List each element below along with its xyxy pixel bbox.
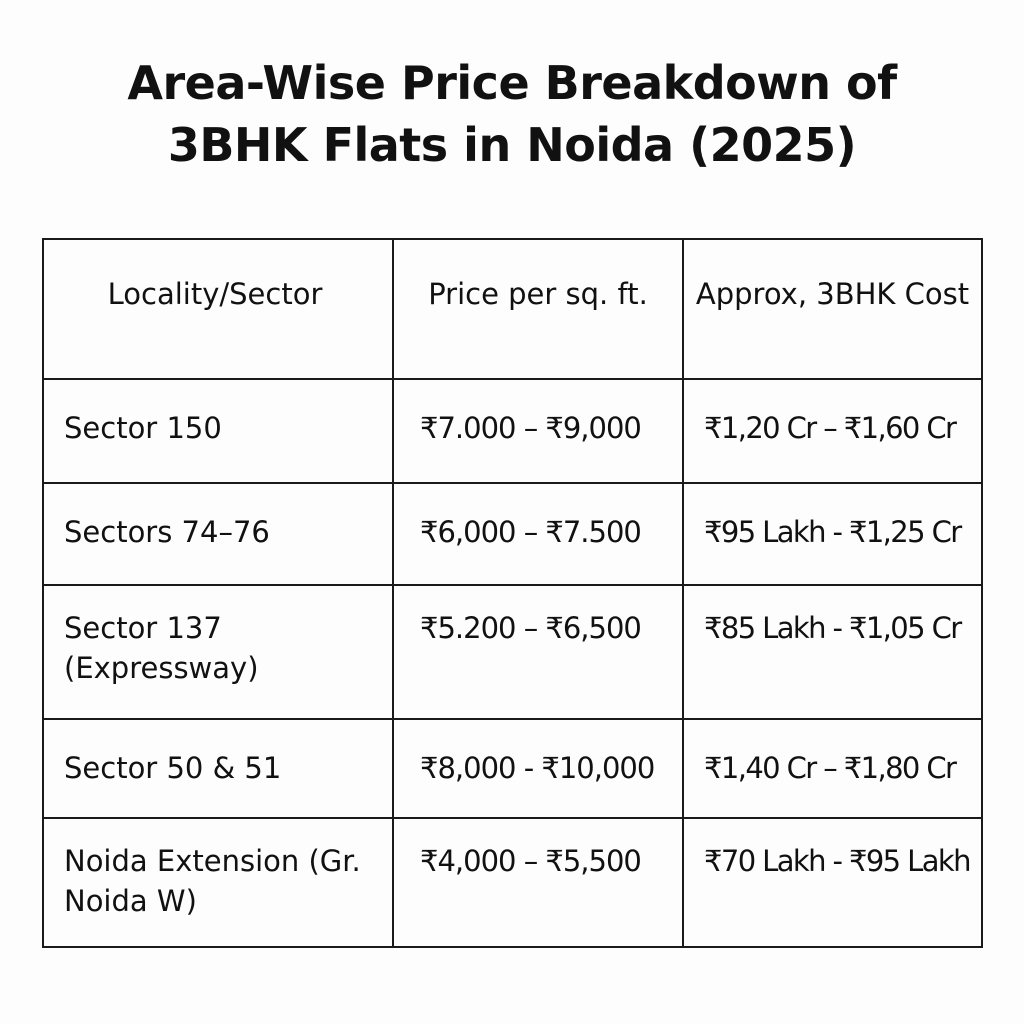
column-header-approx-cost: Approx, 3BHK Cost [682, 238, 983, 380]
table-row: Sector 50 & 51 ₹8,000 - ₹10,000 ₹1,40 Cr… [42, 718, 983, 819]
cell-price-per-sqft: ₹5.200 – ₹6,500 [392, 584, 684, 720]
price-table: Locality/Sector Price per sq. ft. Approx… [42, 238, 983, 948]
table-row: Sectors 74–76 ₹6,000 – ₹7.500 ₹95 Lakh -… [42, 482, 983, 586]
cell-approx-cost: ₹70 Lakh - ₹95 Lakh [682, 817, 983, 948]
cell-approx-cost: ₹1,40 Cr – ₹1,80 Cr [682, 718, 983, 819]
cell-locality: Sector 50 & 51 [42, 718, 394, 819]
cell-locality: Sector 137 (Expressway) [42, 584, 394, 720]
cell-price-per-sqft: ₹8,000 - ₹10,000 [392, 718, 684, 819]
column-header-price-per-sqft: Price per sq. ft. [392, 238, 684, 380]
table-header-row: Locality/Sector Price per sq. ft. Approx… [42, 238, 983, 380]
cell-price-per-sqft: ₹7.000 – ₹9,000 [392, 378, 684, 484]
title-line-1: Area-Wise Price Breakdown of [127, 56, 897, 110]
cell-locality: Noida Extension (Gr. Noida W) [42, 817, 394, 948]
table-row: Sector 150 ₹7.000 – ₹9,000 ₹1,20 Cr – ₹1… [42, 378, 983, 484]
cell-price-per-sqft: ₹6,000 – ₹7.500 [392, 482, 684, 586]
cell-locality: Sectors 74–76 [42, 482, 394, 586]
cell-approx-cost: ₹85 Lakh - ₹1,05 Cr [682, 584, 983, 720]
cell-approx-cost: ₹95 Lakh - ₹1,25 Cr [682, 482, 983, 586]
cell-price-per-sqft: ₹4,000 – ₹5,500 [392, 817, 684, 948]
table-row: Noida Extension (Gr. Noida W) ₹4,000 – ₹… [42, 817, 983, 948]
cell-approx-cost: ₹1,20 Cr – ₹1,60 Cr [682, 378, 983, 484]
page-title: Area-Wise Price Breakdown of 3BHK Flats … [0, 52, 1024, 176]
column-header-locality: Locality/Sector [42, 238, 394, 380]
cell-locality: Sector 150 [42, 378, 394, 484]
title-line-2: 3BHK Flats in Noida (2025) [167, 118, 857, 172]
table-row: Sector 137 (Expressway) ₹5.200 – ₹6,500 … [42, 584, 983, 720]
